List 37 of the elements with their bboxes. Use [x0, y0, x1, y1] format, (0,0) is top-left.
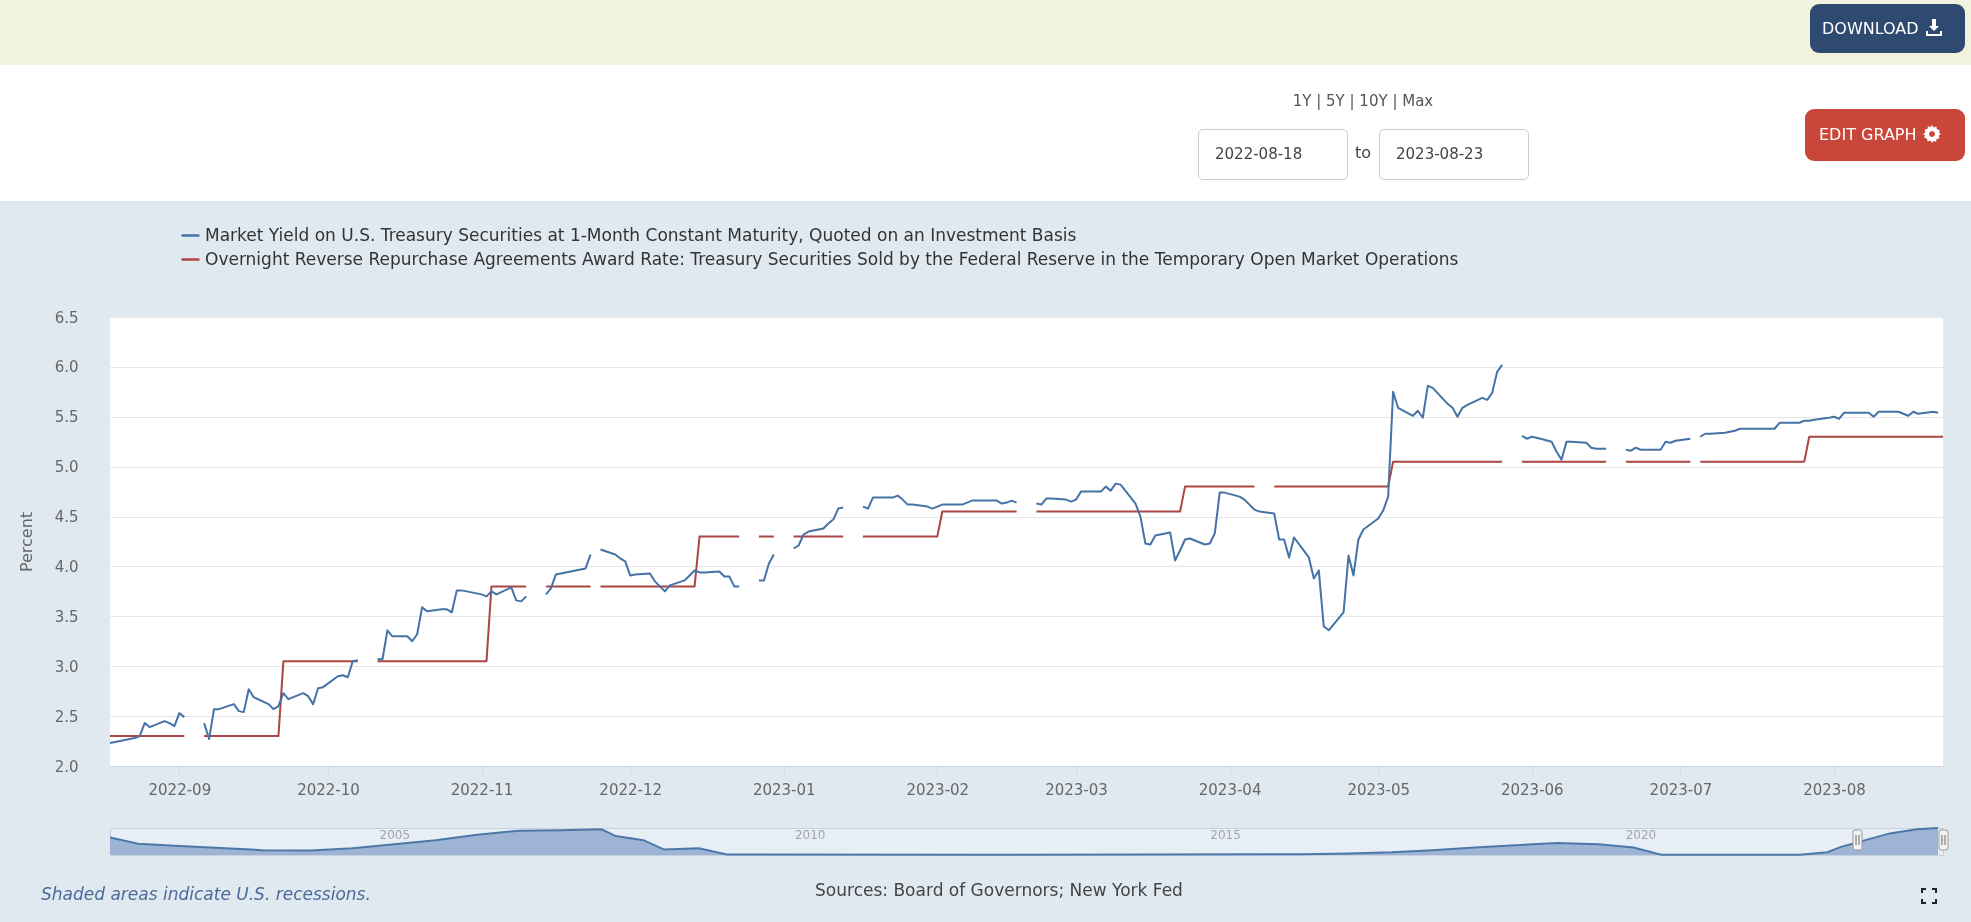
y-tick-label: 2.0: [54, 757, 79, 776]
x-tick-label: 2015: [1210, 827, 1241, 842]
y-tick-label: 3.0: [54, 657, 79, 676]
text: EDIT GRAPH: [1819, 125, 1917, 144]
x-tick-label: 2022-09: [148, 780, 212, 799]
source-note: Sources: Board of Governors; New York Fed: [815, 880, 1183, 900]
text: Shaded areas indicate U.S. recessions.: [41, 884, 371, 904]
x-tick-label: 2022-11: [450, 780, 514, 799]
x-tick-label: 2020: [1625, 827, 1657, 842]
x-tick-label: 2023-01: [752, 780, 816, 799]
text: 2023-08-23: [1396, 145, 1484, 163]
text: 2022-08-18: [1215, 145, 1303, 163]
x-tick-label: 2010: [794, 827, 826, 842]
x-tick-label: 2023-03: [1045, 780, 1108, 799]
x-tick-label: 2022-10: [297, 780, 360, 799]
x-tick-label: 2023-06: [1500, 780, 1564, 799]
y-tick-label: 5.5: [54, 408, 79, 427]
x-tick-label: 2022-12: [599, 780, 663, 799]
y-tick-label: 4.5: [54, 508, 79, 527]
x-tick-label: 2023-04: [1198, 780, 1262, 799]
y-tick-label: 6.5: [54, 308, 79, 327]
y-tick-label: 2.5: [54, 707, 79, 726]
legend-label: Market Yield on U.S. Treasury Securities at 1-Month Constant Maturity, Quoted on an Investment Basis: [205, 224, 1077, 245]
text: to: [1355, 143, 1372, 162]
text: 1Y | 5Y | 10Y | Max: [1292, 92, 1434, 110]
y-axis-title: Percent: [16, 511, 36, 573]
y-tick-label: 5.0: [54, 458, 79, 477]
x-tick-label: 2023-07: [1649, 780, 1713, 799]
text: DOWNLOAD: [1822, 19, 1919, 38]
legend-label: Overnight Reverse Repurchase Agreements Award Rate: Treasury Securities Sold by the Federal Reserve in the Temporary Open Market Operations: [205, 248, 1459, 269]
y-tick-label: 3.5: [54, 607, 79, 626]
x-tick-label: 2005: [379, 827, 411, 842]
y-tick-label: 6.0: [54, 358, 79, 377]
x-tick-label: 2023-08: [1803, 780, 1866, 799]
y-tick-label: 4.0: [54, 557, 79, 576]
x-tick-label: 2023-02: [906, 780, 970, 799]
x-tick-label: 2023-05: [1347, 780, 1411, 799]
